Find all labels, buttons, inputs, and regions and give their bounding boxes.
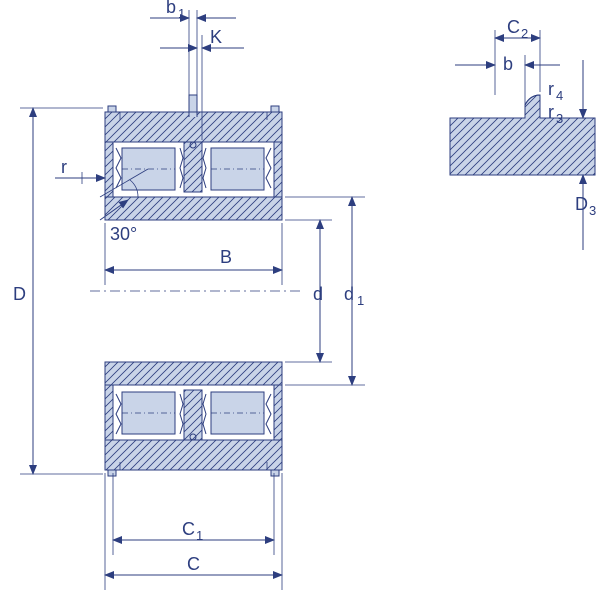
label-B: B — [220, 247, 232, 267]
label-C1-sub: 1 — [196, 528, 203, 543]
label-angle: 30° — [110, 224, 137, 244]
main-section-view: b 1 K r 30° B d d 1 — [13, 0, 365, 590]
label-D: D — [13, 284, 26, 304]
label-D3: D — [575, 194, 588, 214]
label-d: d — [313, 284, 323, 304]
label-C2: C — [507, 17, 520, 37]
label-r4: r — [548, 79, 554, 99]
label-d1-sub: 1 — [357, 293, 364, 308]
label-C: C — [187, 554, 200, 574]
label-r4-sub: 4 — [556, 88, 563, 103]
bearing-diagram: C 2 b r 4 r 3 D 3 — [0, 0, 600, 600]
label-D3-sub: 3 — [589, 203, 596, 218]
detail-view: C 2 b r 4 r 3 D 3 — [450, 17, 596, 250]
label-b-detail: b — [503, 54, 513, 74]
bottom-half — [105, 362, 282, 476]
top-half — [105, 95, 282, 220]
label-b1-sub: 1 — [178, 6, 185, 21]
label-C1: C — [182, 519, 195, 539]
label-r3-sub: 3 — [556, 111, 563, 126]
label-r3: r — [548, 102, 554, 122]
label-K: K — [210, 27, 222, 47]
label-b1: b — [166, 0, 176, 17]
label-C2-sub: 2 — [521, 26, 528, 41]
label-d1: d — [344, 284, 354, 304]
label-r: r — [61, 157, 67, 177]
